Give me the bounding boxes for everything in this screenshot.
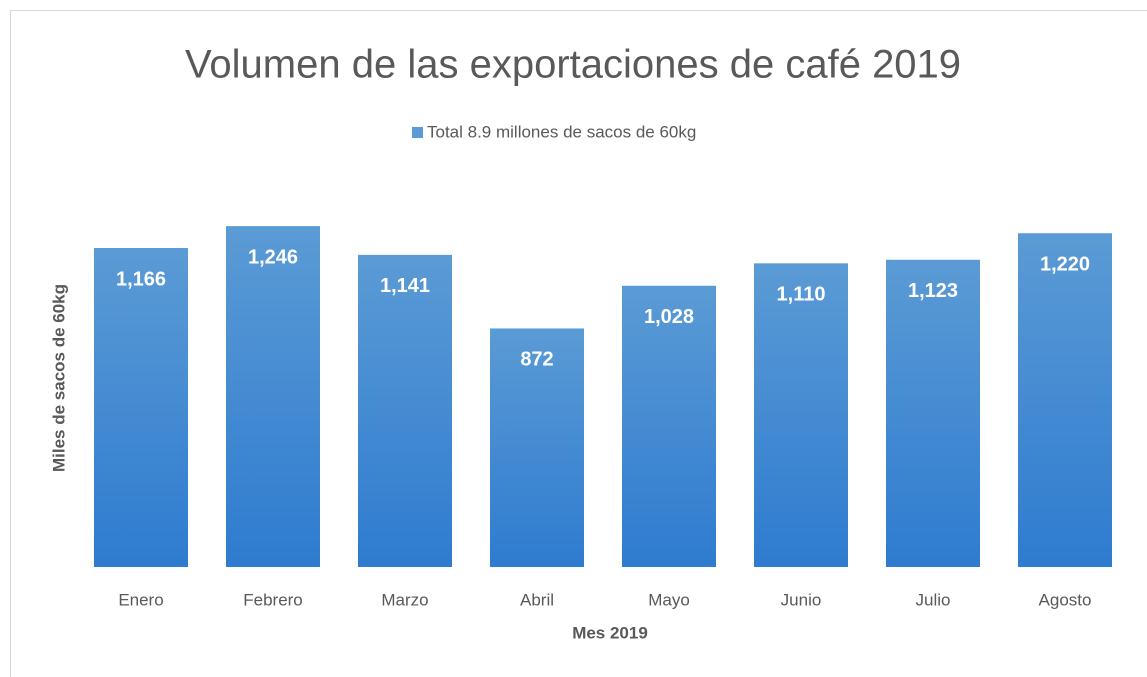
bar — [490, 328, 584, 567]
data-label: 1,141 — [380, 275, 430, 297]
x-tick-label: Julio — [916, 590, 951, 609]
x-tick-label: Febrero — [243, 590, 303, 609]
x-tick-label: Abril — [520, 590, 554, 609]
legend-swatch — [412, 127, 423, 138]
data-label: 1,166 — [116, 268, 166, 290]
bar — [622, 285, 716, 567]
bar — [886, 259, 980, 567]
data-label: 872 — [520, 349, 553, 371]
x-tick-label: Agosto — [1039, 590, 1092, 609]
chart-title: Volumen de las exportaciones de café 201… — [185, 43, 961, 87]
bar — [754, 263, 848, 567]
x-tick-label: Enero — [118, 590, 163, 609]
x-tick-label: Junio — [781, 590, 822, 609]
bar — [226, 226, 320, 567]
legend-label: Total 8.9 millones de sacos de 60kg — [427, 122, 696, 141]
data-label: 1,110 — [777, 284, 826, 306]
x-axis-title: Mes 2019 — [572, 623, 648, 642]
x-tick-label: Marzo — [381, 590, 428, 609]
bar — [94, 248, 188, 567]
data-label: 1,028 — [644, 306, 694, 328]
bar — [358, 254, 452, 568]
bar — [1018, 233, 1112, 567]
x-tick-label: Mayo — [648, 590, 690, 609]
data-label: 1,246 — [248, 246, 298, 268]
data-label: 1,220 — [1040, 254, 1090, 276]
data-label: 1,123 — [908, 280, 958, 302]
y-axis-title: Miles de sacos de 60kg — [49, 284, 68, 472]
